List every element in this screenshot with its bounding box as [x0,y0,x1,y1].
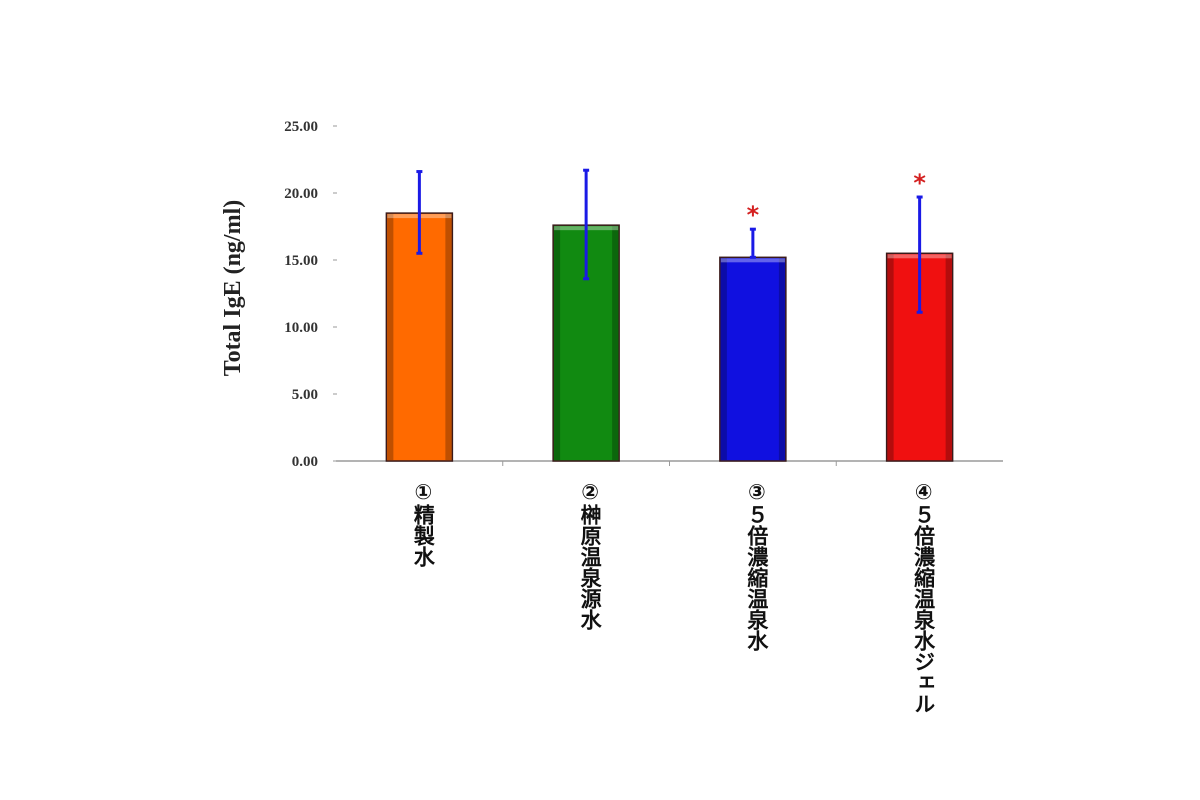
y-axis-title: Total IgE (ng/ml) [220,200,246,376]
category-label: ②榊原温泉源水 [578,480,603,630]
category-label: ③５倍濃縮温泉水 [744,480,769,651]
y-tick-label: 15.00 [284,253,318,269]
bar [552,224,620,462]
y-tick-label: 0.00 [292,454,318,470]
bar-shade-left [554,226,561,460]
bar-shade-left [720,258,727,460]
bar-shade-right [945,254,952,460]
significance-star: * [913,169,926,197]
significance-markers: ** [747,169,927,229]
bar-shade-left [887,254,894,460]
bars [385,212,954,462]
bar-shade-right [778,258,785,460]
y-tick-label: 25.00 [284,119,318,135]
y-tick-label: 10.00 [284,320,318,336]
bar-shade-right [612,226,619,460]
bar-highlight-top [720,258,785,263]
significance-star: * [747,201,760,229]
bar-shade-left [387,214,394,460]
y-tick-label: 20.00 [284,186,318,202]
bar-shade-right [445,214,452,460]
category-label: ④５倍濃縮温泉水ジェル [911,480,936,714]
category-label: ①精製水 [411,480,436,567]
bar [719,256,787,462]
y-tick-label: 5.00 [292,387,318,403]
error-bars [416,168,923,314]
